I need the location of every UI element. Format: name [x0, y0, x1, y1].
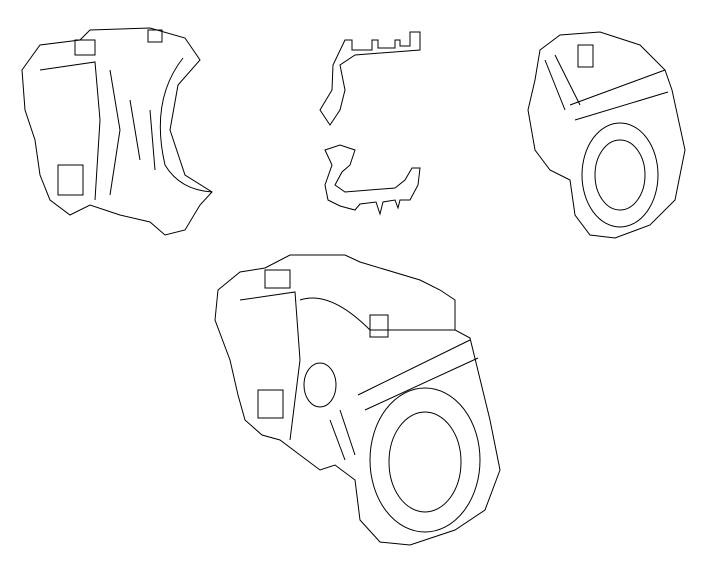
engine-block-section-view: [319, 31, 421, 216]
engine-block-isometric-view: [214, 254, 501, 546]
engine-block-right-view: [527, 31, 686, 239]
engine-block-left-view: [21, 27, 213, 236]
